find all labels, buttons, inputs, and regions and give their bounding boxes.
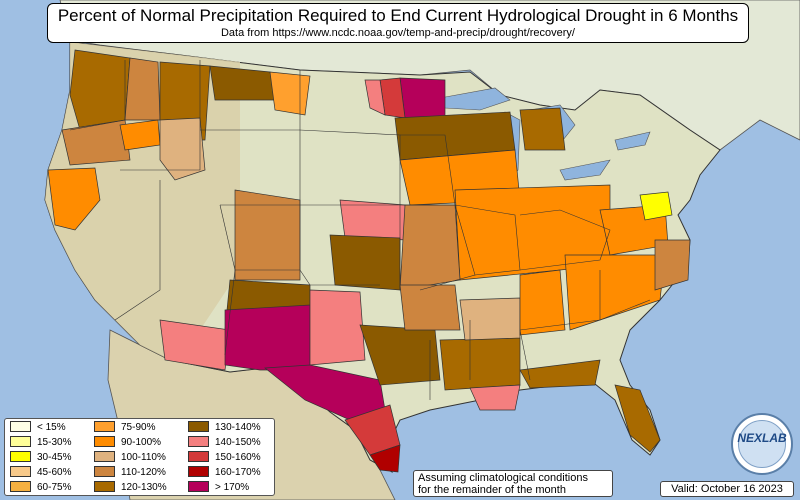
legend-label: 150-160% [215, 452, 261, 463]
legend-label: < 15% [37, 422, 66, 433]
map-subtitle: Data from https://www.ncdc.noaa.gov/temp… [220, 27, 575, 39]
legend-label: 30-45% [37, 452, 72, 463]
legend-swatch [188, 420, 209, 432]
legend-label: 60-75% [37, 482, 72, 493]
legend-label: 140-150% [215, 437, 261, 448]
legend-item: 75-90% [94, 420, 156, 434]
legend-swatch [94, 465, 115, 477]
legend-item: 140-150% [188, 435, 261, 449]
region-georgia-carolinas [564, 254, 666, 331]
legend-label: 100-110% [121, 452, 166, 463]
legend-item: 90-100% [94, 435, 162, 449]
legend-label: 120-130% [121, 482, 167, 493]
region-mississippi-alabama [459, 297, 521, 341]
region-new-mexico-south [224, 304, 311, 371]
legend-swatch [10, 465, 31, 477]
region-idaho-central [119, 119, 161, 151]
note-line-2: for the remainder of the month [418, 484, 566, 496]
region-gulf-coast-east [519, 359, 601, 389]
title-box: Percent of Normal Precipitation Required… [47, 3, 749, 43]
legend-label: 75-90% [121, 422, 156, 433]
region-kansas-east [399, 204, 461, 291]
legend-item: 60-75% [10, 480, 72, 494]
map-title: Percent of Normal Precipitation Required… [57, 6, 739, 25]
region-california-coast [47, 167, 101, 231]
region-minnesota-west [364, 79, 386, 116]
legend-item: 150-160% [188, 450, 261, 464]
legend-item: 15-30% [10, 435, 72, 449]
legend-swatch [94, 450, 115, 462]
region-michigan-upper [519, 107, 566, 151]
legend-swatch [10, 480, 31, 492]
region-louisiana [439, 337, 521, 391]
region-arizona-southeast [159, 319, 231, 371]
legend-swatch [10, 420, 31, 432]
logo-text: NEXLAB [737, 431, 787, 445]
legend-item: 45-60% [10, 465, 72, 479]
legend: < 15% 15-30% 30-45% 45-60% 60-75% 75-90% 90-10… [4, 418, 275, 496]
legend-label: 110-120% [121, 467, 166, 478]
region-colorado-east [234, 189, 301, 281]
globe-icon [738, 420, 786, 468]
legend-label: 90-100% [121, 437, 162, 448]
legend-label: > 170% [215, 482, 250, 493]
region-louisiana-coast [469, 384, 521, 411]
state-boundaries [69, 60, 651, 400]
region-florida [614, 384, 661, 453]
legend-item: 30-45% [10, 450, 72, 464]
region-texas-south-tip [369, 444, 401, 473]
region-kansas-nebraska [339, 199, 411, 241]
note-line-1: Assuming climatological conditions [418, 472, 588, 484]
region-wyoming-west [159, 117, 206, 181]
legend-swatch [10, 435, 31, 447]
legend-label: 130-140% [215, 422, 261, 433]
region-montana-northeast [269, 71, 311, 116]
assumption-note: Assuming climatological conditions for t… [413, 470, 613, 497]
legend-item: 110-120% [94, 465, 166, 479]
region-arkansas [399, 284, 461, 331]
legend-swatch [94, 480, 115, 492]
legend-swatch [10, 450, 31, 462]
region-maryland-delaware [639, 191, 673, 221]
legend-swatch [188, 480, 209, 492]
region-north-carolina-east [654, 239, 691, 291]
legend-item: 120-130% [94, 480, 167, 494]
region-oregon-west [61, 119, 131, 166]
legend-swatch [94, 435, 115, 447]
legend-item: 160-170% [188, 465, 261, 479]
legend-label: 15-30% [37, 437, 72, 448]
legend-label: 160-170% [215, 467, 261, 478]
legend-label: 45-60% [37, 467, 72, 478]
legend-item: 100-110% [94, 450, 166, 464]
region-washington-coast [69, 49, 131, 131]
legend-swatch [188, 450, 209, 462]
valid-date: Valid: October 16 2023 [660, 481, 794, 497]
legend-swatch [94, 420, 115, 432]
legend-swatch [188, 465, 209, 477]
legend-item: > 170% [188, 480, 250, 494]
nexlab-logo: NEXLAB [731, 413, 793, 475]
legend-item: < 15% [10, 420, 66, 434]
region-oklahoma [329, 234, 401, 291]
legend-swatch [188, 435, 209, 447]
drought-regions [47, 49, 691, 473]
region-texas-panhandle [309, 289, 366, 366]
region-washington-east [124, 57, 161, 121]
region-tennessee-kentucky [519, 269, 566, 336]
legend-item: 130-140% [188, 420, 261, 434]
